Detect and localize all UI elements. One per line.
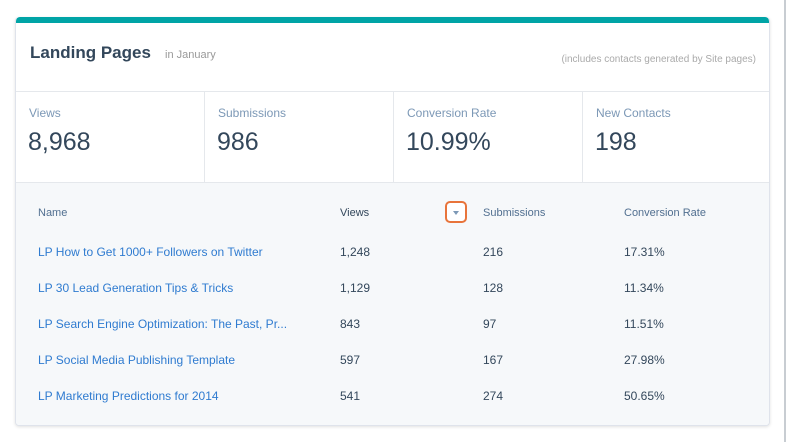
- card-subtitle: in January: [165, 49, 216, 61]
- views-cell: 1,129: [340, 281, 371, 295]
- conversion-rate-cell: 11.34%: [624, 281, 664, 295]
- landing-pages-card: Landing Pages in January (includes conta…: [15, 17, 770, 426]
- stat-label: Views: [29, 106, 61, 120]
- conversion-rate-cell: 50.65%: [624, 389, 665, 403]
- window-edge: [784, 0, 786, 442]
- table-row: LP Marketing Predictions for 2014 541 27…: [16, 389, 769, 425]
- column-header-submissions[interactable]: Submissions: [483, 207, 546, 219]
- views-cell: 541: [340, 389, 361, 403]
- stat-value: 986: [217, 128, 259, 156]
- landing-page-link[interactable]: LP Search Engine Optimization: The Past,…: [38, 317, 288, 331]
- views-cell: 597: [340, 353, 361, 367]
- stat-label: New Contacts: [596, 106, 671, 120]
- conversion-rate-cell: 17.31%: [624, 245, 665, 259]
- table-row: LP Social Media Publishing Template 597 …: [16, 353, 769, 389]
- table-row: LP Search Engine Optimization: The Past,…: [16, 317, 769, 353]
- stat-views: Views 8,968: [16, 92, 205, 182]
- views-cell: 1,248: [340, 245, 371, 259]
- column-header-views[interactable]: Views: [340, 207, 370, 219]
- chevron-down-icon[interactable]: [445, 201, 467, 223]
- stat-value: 10.99%: [406, 128, 491, 156]
- submissions-cell: 128: [483, 281, 504, 295]
- stat-conversion-rate: Conversion Rate 10.99%: [394, 92, 583, 182]
- column-header-conversion-rate[interactable]: Conversion Rate: [624, 207, 706, 219]
- card-title: Landing Pages: [30, 43, 151, 62]
- stat-submissions: Submissions 986: [205, 92, 394, 182]
- header-note: (includes contacts generated by Site pag…: [561, 54, 756, 65]
- submissions-cell: 274: [483, 389, 504, 403]
- landing-page-link[interactable]: LP How to Get 1000+ Followers on Twitter: [38, 245, 263, 259]
- stats-row: Views 8,968 Submissions 986 Conversion R…: [16, 92, 769, 183]
- stat-new-contacts: New Contacts 198: [583, 92, 769, 182]
- stat-value: 198: [595, 128, 637, 156]
- conversion-rate-cell: 27.98%: [624, 353, 665, 367]
- landing-page-link[interactable]: LP Social Media Publishing Template: [38, 353, 236, 367]
- submissions-cell: 97: [483, 317, 497, 331]
- landing-pages-table: Name Views Submissions Conversion Rate L…: [16, 183, 769, 425]
- conversion-rate-cell: 11.51%: [624, 317, 664, 331]
- stat-value: 8,968: [28, 128, 91, 156]
- landing-page-link[interactable]: LP 30 Lead Generation Tips & Tricks: [38, 281, 234, 295]
- views-cell: 843: [340, 317, 361, 331]
- table-row: LP 30 Lead Generation Tips & Tricks 1,12…: [16, 281, 769, 317]
- landing-page-link[interactable]: LP Marketing Predictions for 2014: [38, 389, 219, 403]
- accent-bar: [16, 17, 769, 23]
- stat-label: Conversion Rate: [407, 106, 497, 120]
- submissions-cell: 167: [483, 353, 504, 367]
- table-row: LP How to Get 1000+ Followers on Twitter…: [16, 245, 769, 281]
- stat-label: Submissions: [218, 106, 287, 120]
- column-header-name[interactable]: Name: [38, 207, 68, 219]
- submissions-cell: 216: [483, 245, 504, 259]
- card-header: Landing Pages in January (includes conta…: [16, 23, 769, 92]
